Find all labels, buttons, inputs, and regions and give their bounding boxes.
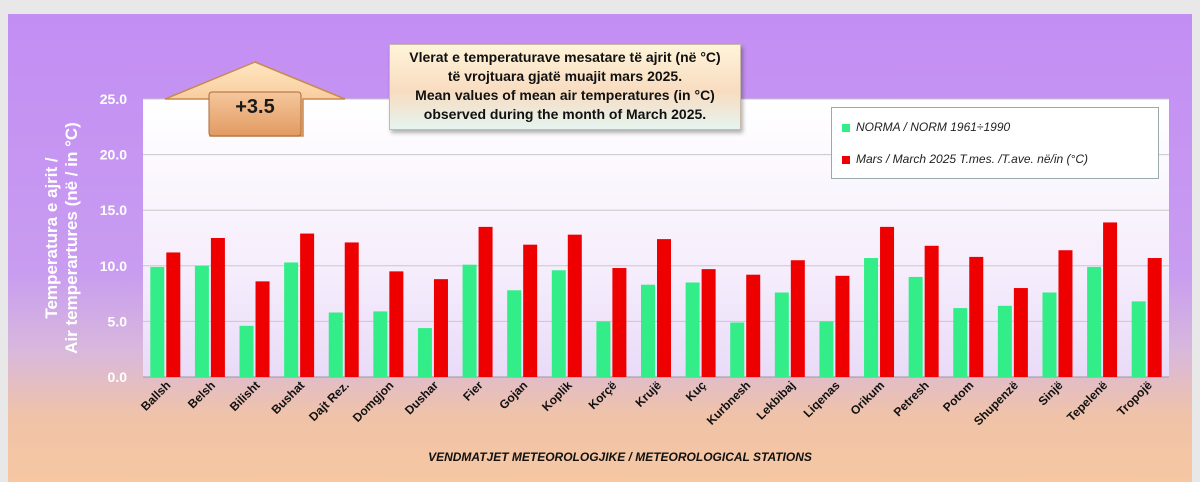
x-tick-label: Bilisht [227,378,263,414]
x-tick-label: Dajt Rez. [306,378,352,424]
legend-swatch-green [842,123,850,132]
bar-march-2025 [1058,250,1073,377]
x-tick-label: Gojan [496,378,530,412]
y-axis-label-line2: Air temperartures (në / in °C) [62,122,81,354]
legend-label-norm: NORMA / NORM 1961÷1990 [856,120,1011,134]
bar-norm [150,266,165,377]
bar-march-2025 [924,245,939,377]
x-tick-label: Lekbibaj [754,378,798,422]
bar-norm [239,325,254,377]
bar-march-2025 [1103,222,1118,377]
bar-march-2025 [1013,288,1028,377]
y-tick-label: 5.0 [108,313,128,329]
bar-norm [328,312,343,377]
bar-norm [908,276,923,377]
x-tick-label: Orikum [848,378,888,418]
x-tick-label: Shupenzë [971,378,1021,428]
title-line: Vlerat e temperaturave mesatare të ajrit… [409,49,721,65]
x-tick-label: Domgjon [350,378,397,425]
bars [150,222,1162,377]
bar-march-2025 [344,242,359,377]
bar-norm [417,328,432,377]
x-axis-label: VENDMATJET METEOROLOGJIKE / METEOROLOGIC… [428,450,812,464]
y-tick-label: 15.0 [100,202,127,218]
x-tick-label: Bushat [269,378,308,417]
bar-norm [373,311,388,377]
trend-arrow-icon [164,61,346,137]
bar-norm [596,321,611,377]
x-tick-label: Ballsh [138,378,173,413]
bar-march-2025 [835,275,850,377]
bar-norm [1042,292,1057,377]
x-tick-label: Petresh [891,378,932,419]
legend-item-norm: NORMA / NORM 1961÷1990 [842,120,1010,134]
y-tick-labels: 0.0 5.0 10.0 15.0 20.0 25.0 [100,91,127,385]
y-tick-label: 0.0 [108,369,128,385]
bar-march-2025 [433,279,448,377]
y-axis-label-line1: Temperatura e ajrit / [42,157,61,319]
x-tick-label: Sinjë [1035,378,1065,408]
bar-march-2025 [255,281,270,377]
bar-norm [685,282,700,377]
legend-swatch-red [842,155,850,164]
x-tick-label: Kurbnesh [704,378,754,428]
bar-norm [730,322,745,377]
x-tick-label: Koplik [539,378,575,414]
bar-march-2025 [567,234,582,377]
x-tick-label: Tepelenë [1064,378,1110,424]
bar-norm [819,321,834,377]
bar-norm [462,264,477,377]
bar-march-2025 [478,226,493,377]
bar-norm [953,308,968,377]
title-line: observed during the month of March 2025. [423,106,707,122]
bar-march-2025 [523,244,538,377]
x-tick-label: Belsh [185,378,218,411]
x-tick-label: Kuç [683,378,709,404]
bar-march-2025 [612,268,627,377]
bar-norm [641,284,655,377]
legend-item-march: Mars / March 2025 T.mes. /T.ave. në/in (… [842,152,1088,166]
bar-march-2025 [969,256,984,377]
x-tick-label: Potom [940,378,976,414]
title-line: të vrojtuara gjatë muajit mars 2025. [447,68,683,84]
bar-march-2025 [389,271,404,377]
bar-norm [997,305,1012,377]
bar-march-2025 [300,233,315,377]
bar-march-2025 [880,226,895,377]
x-tick-label: Liqenas [801,378,843,420]
bar-norm [507,290,522,377]
x-tick-label: Korçë [586,378,620,412]
bar-march-2025 [210,238,225,377]
bar-norm [284,262,299,377]
bar-norm [774,292,789,377]
legend: NORMA / NORM 1961÷1990 Mars / March 2025… [831,107,1159,179]
chart-title: Vlerat e temperaturave mesatare të ajrit… [389,44,741,130]
y-tick-label: 20.0 [100,147,127,163]
bar-norm [1087,266,1102,377]
bar-march-2025 [701,269,716,377]
legend-label-march: Mars / March 2025 T.mes. /T.ave. në/in (… [856,152,1088,166]
y-tick-label: 25.0 [100,91,127,107]
title-line: Mean values of mean air temperatures (in… [415,87,715,103]
bar-march-2025 [1147,258,1162,377]
x-tick-label: Tropojë [1114,378,1155,419]
x-tick-label: Dushar [402,378,441,417]
x-tick-label: Krujë [633,378,665,410]
bar-norm [1131,301,1146,377]
bar-march-2025 [657,239,671,377]
x-tick-label: Fier [460,378,486,404]
anomaly-badge-value: +3.5 [235,96,274,118]
y-tick-label: 10.0 [100,258,127,274]
bar-march-2025 [746,274,761,377]
bar-norm [194,265,209,377]
bar-norm [551,270,566,377]
bar-norm [864,258,879,377]
bar-march-2025 [790,260,805,377]
bar-march-2025 [166,252,181,377]
